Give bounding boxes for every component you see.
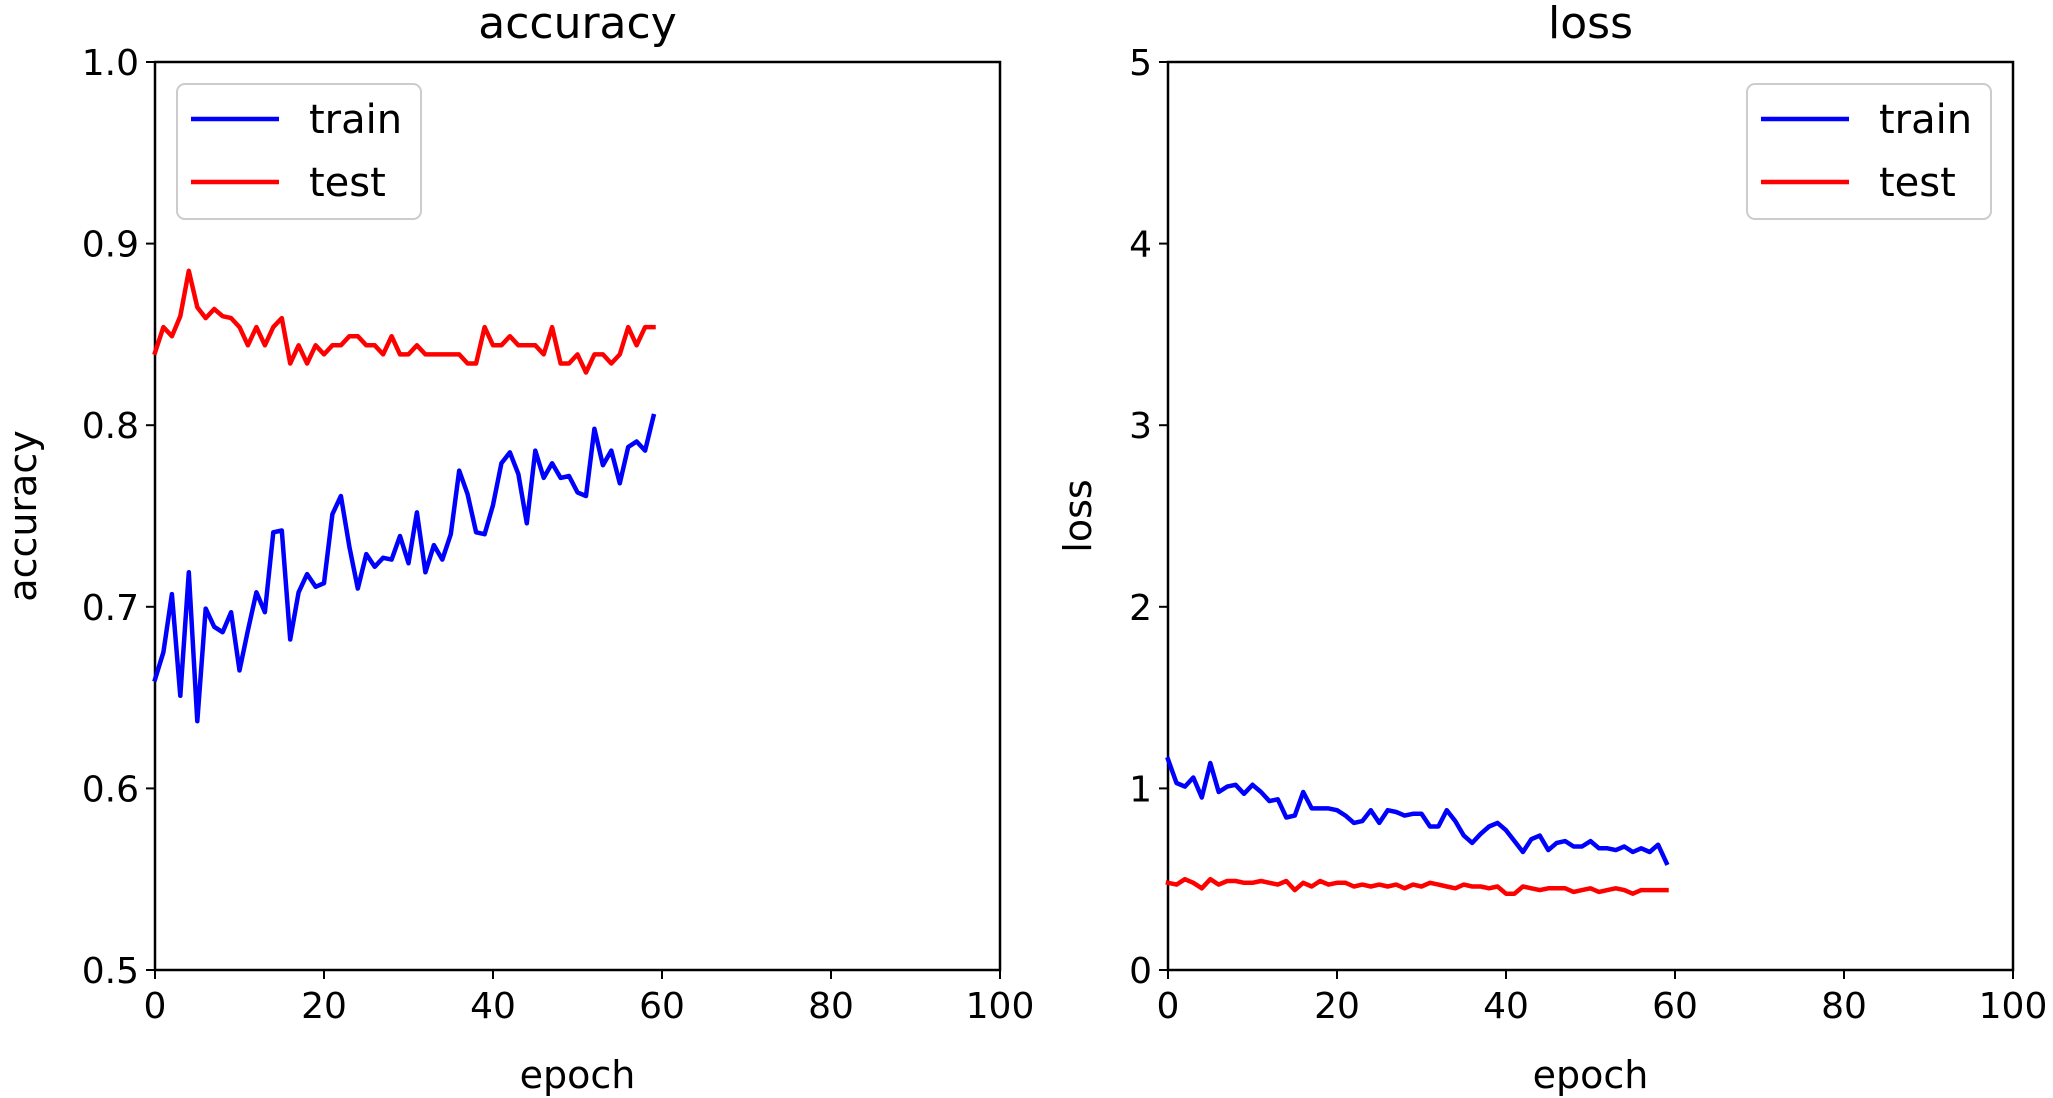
- legend-label-test: test: [309, 160, 386, 206]
- x-tick-label: 100: [1979, 986, 2048, 1027]
- y-tick-label: 1: [1129, 769, 1152, 810]
- x-tick-label: 0: [144, 986, 167, 1027]
- series-line-test: [152, 268, 656, 375]
- loss-chart: loss 0 20 40 60 80 100 0 1 2 3 4 5 epoch loss train test: [1056, 0, 2047, 1097]
- x-tick-label: 40: [1483, 986, 1529, 1027]
- x-tick-label: 60: [639, 986, 685, 1027]
- x-tick-label: 20: [1314, 986, 1360, 1027]
- x-tick-label: 80: [1821, 986, 1867, 1027]
- x-tick-label: 80: [808, 986, 854, 1027]
- x-axis-label: epoch: [520, 1053, 636, 1097]
- x-tick-label: 20: [301, 986, 347, 1027]
- legend: train test: [1746, 83, 1992, 220]
- y-tick-label: 5: [1129, 43, 1152, 84]
- series-line-train: [1165, 756, 1670, 866]
- x-axis-label: epoch: [1533, 1053, 1649, 1097]
- accuracy-chart: accuracy 0 20 40 60 80 100 0.5 0.6 0.7 0.8 0.9 1.0 ep…: [1, 0, 1034, 1097]
- series-line-test: [1165, 876, 1669, 896]
- y-tick-label: 0.6: [82, 769, 139, 810]
- y-tick-label: 0: [1129, 951, 1152, 992]
- legend-label-train: train: [309, 97, 402, 143]
- x-tick-label: 100: [966, 986, 1035, 1027]
- y-axis-label: accuracy: [1, 430, 45, 601]
- legend: train test: [176, 83, 422, 220]
- series-line-train: [152, 413, 657, 724]
- legend-label-train: train: [1879, 97, 1972, 143]
- y-tick-label: 0.8: [82, 406, 139, 447]
- y-tick-label: 0.5: [82, 951, 139, 992]
- y-tick-label: 0.9: [82, 225, 139, 266]
- y-axis-label: loss: [1056, 479, 1100, 552]
- x-tick-label: 40: [470, 986, 516, 1027]
- legend-label-test: test: [1879, 160, 1956, 206]
- y-tick-label: 1.0: [82, 43, 139, 84]
- chart-title: loss: [1548, 0, 1633, 49]
- y-tick-label: 0.7: [82, 588, 139, 629]
- y-tick-label: 3: [1129, 406, 1152, 447]
- y-tick-label: 4: [1129, 225, 1152, 266]
- y-tick-label: 2: [1129, 588, 1152, 629]
- x-tick-label: 60: [1652, 986, 1698, 1027]
- x-tick-label: 0: [1157, 986, 1180, 1027]
- chart-title: accuracy: [478, 0, 677, 49]
